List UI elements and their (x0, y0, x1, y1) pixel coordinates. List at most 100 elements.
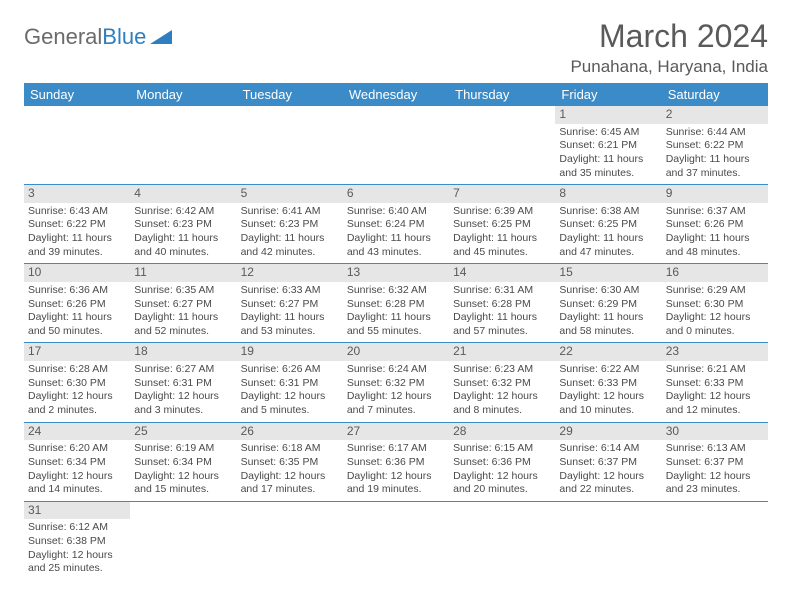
sunrise-line: Sunrise: 6:19 AM (134, 442, 232, 456)
day-number: 3 (24, 185, 130, 203)
day-number: 28 (449, 423, 555, 441)
calendar-cell (343, 106, 449, 185)
calendar-cell (237, 106, 343, 185)
sunrise-line: Sunrise: 6:20 AM (28, 442, 126, 456)
sunset-line: Sunset: 6:27 PM (134, 298, 232, 312)
sunset-line: Sunset: 6:36 PM (347, 456, 445, 470)
calendar-cell: 28Sunrise: 6:15 AMSunset: 6:36 PMDayligh… (449, 422, 555, 501)
day-number: 18 (130, 343, 236, 361)
day-number: 5 (237, 185, 343, 203)
calendar-week: 1Sunrise: 6:45 AMSunset: 6:21 PMDaylight… (24, 106, 768, 185)
sunrise-line: Sunrise: 6:44 AM (666, 126, 764, 140)
page-title: March 2024 (570, 18, 768, 55)
calendar-cell: 9Sunrise: 6:37 AMSunset: 6:26 PMDaylight… (662, 185, 768, 264)
sunset-line: Sunset: 6:28 PM (453, 298, 551, 312)
calendar-cell: 3Sunrise: 6:43 AMSunset: 6:22 PMDaylight… (24, 185, 130, 264)
header: GeneralBlue March 2024 Punahana, Haryana… (24, 18, 768, 77)
calendar-cell: 4Sunrise: 6:42 AMSunset: 6:23 PMDaylight… (130, 185, 236, 264)
daylight-line: Daylight: 11 hours and 50 minutes. (28, 311, 126, 338)
sunrise-line: Sunrise: 6:22 AM (559, 363, 657, 377)
calendar-cell: 31Sunrise: 6:12 AMSunset: 6:38 PMDayligh… (24, 501, 130, 580)
calendar-cell: 6Sunrise: 6:40 AMSunset: 6:24 PMDaylight… (343, 185, 449, 264)
calendar-cell (130, 501, 236, 580)
day-number: 8 (555, 185, 661, 203)
sunrise-line: Sunrise: 6:23 AM (453, 363, 551, 377)
calendar-cell: 25Sunrise: 6:19 AMSunset: 6:34 PMDayligh… (130, 422, 236, 501)
day-header: Tuesday (237, 83, 343, 106)
sunrise-line: Sunrise: 6:38 AM (559, 205, 657, 219)
calendar-cell (449, 106, 555, 185)
logo-text-1: General (24, 24, 102, 50)
sunrise-line: Sunrise: 6:37 AM (666, 205, 764, 219)
daylight-line: Daylight: 11 hours and 40 minutes. (134, 232, 232, 259)
calendar-week: 3Sunrise: 6:43 AMSunset: 6:22 PMDaylight… (24, 185, 768, 264)
day-header: Saturday (662, 83, 768, 106)
calendar-table: SundayMondayTuesdayWednesdayThursdayFrid… (24, 83, 768, 580)
day-number: 21 (449, 343, 555, 361)
sunset-line: Sunset: 6:34 PM (28, 456, 126, 470)
day-number: 15 (555, 264, 661, 282)
sunrise-line: Sunrise: 6:27 AM (134, 363, 232, 377)
sunrise-line: Sunrise: 6:26 AM (241, 363, 339, 377)
calendar-cell: 30Sunrise: 6:13 AMSunset: 6:37 PMDayligh… (662, 422, 768, 501)
sunrise-line: Sunrise: 6:45 AM (559, 126, 657, 140)
sunrise-line: Sunrise: 6:17 AM (347, 442, 445, 456)
sunset-line: Sunset: 6:27 PM (241, 298, 339, 312)
day-number: 12 (237, 264, 343, 282)
sunrise-line: Sunrise: 6:24 AM (347, 363, 445, 377)
sunrise-line: Sunrise: 6:21 AM (666, 363, 764, 377)
sunset-line: Sunset: 6:33 PM (559, 377, 657, 391)
daylight-line: Daylight: 11 hours and 55 minutes. (347, 311, 445, 338)
sunrise-line: Sunrise: 6:35 AM (134, 284, 232, 298)
daylight-line: Daylight: 12 hours and 25 minutes. (28, 549, 126, 576)
day-number: 1 (555, 106, 661, 124)
calendar-cell: 22Sunrise: 6:22 AMSunset: 6:33 PMDayligh… (555, 343, 661, 422)
daylight-line: Daylight: 11 hours and 48 minutes. (666, 232, 764, 259)
sunset-line: Sunset: 6:32 PM (347, 377, 445, 391)
logo: GeneralBlue (24, 18, 172, 50)
logo-text-2: Blue (102, 24, 146, 50)
day-header-row: SundayMondayTuesdayWednesdayThursdayFrid… (24, 83, 768, 106)
day-header: Thursday (449, 83, 555, 106)
calendar-cell: 10Sunrise: 6:36 AMSunset: 6:26 PMDayligh… (24, 264, 130, 343)
sunrise-line: Sunrise: 6:36 AM (28, 284, 126, 298)
sunset-line: Sunset: 6:31 PM (134, 377, 232, 391)
day-number: 26 (237, 423, 343, 441)
calendar-cell (449, 501, 555, 580)
sunset-line: Sunset: 6:22 PM (28, 218, 126, 232)
calendar-cell: 8Sunrise: 6:38 AMSunset: 6:25 PMDaylight… (555, 185, 661, 264)
calendar-cell: 7Sunrise: 6:39 AMSunset: 6:25 PMDaylight… (449, 185, 555, 264)
daylight-line: Daylight: 12 hours and 8 minutes. (453, 390, 551, 417)
calendar-cell (343, 501, 449, 580)
sunset-line: Sunset: 6:37 PM (666, 456, 764, 470)
calendar-cell: 24Sunrise: 6:20 AMSunset: 6:34 PMDayligh… (24, 422, 130, 501)
day-number: 19 (237, 343, 343, 361)
sunset-line: Sunset: 6:25 PM (559, 218, 657, 232)
day-number: 27 (343, 423, 449, 441)
sunrise-line: Sunrise: 6:32 AM (347, 284, 445, 298)
calendar-cell (555, 501, 661, 580)
calendar-cell: 2Sunrise: 6:44 AMSunset: 6:22 PMDaylight… (662, 106, 768, 185)
daylight-line: Daylight: 11 hours and 57 minutes. (453, 311, 551, 338)
sunset-line: Sunset: 6:32 PM (453, 377, 551, 391)
day-header: Wednesday (343, 83, 449, 106)
sunset-line: Sunset: 6:34 PM (134, 456, 232, 470)
daylight-line: Daylight: 12 hours and 12 minutes. (666, 390, 764, 417)
sunrise-line: Sunrise: 6:39 AM (453, 205, 551, 219)
calendar-cell (237, 501, 343, 580)
sunset-line: Sunset: 6:30 PM (28, 377, 126, 391)
daylight-line: Daylight: 11 hours and 37 minutes. (666, 153, 764, 180)
calendar-cell: 5Sunrise: 6:41 AMSunset: 6:23 PMDaylight… (237, 185, 343, 264)
day-number: 2 (662, 106, 768, 124)
sunset-line: Sunset: 6:31 PM (241, 377, 339, 391)
sunrise-line: Sunrise: 6:41 AM (241, 205, 339, 219)
daylight-line: Daylight: 12 hours and 5 minutes. (241, 390, 339, 417)
logo-triangle-icon (150, 30, 172, 44)
day-number: 23 (662, 343, 768, 361)
sunset-line: Sunset: 6:37 PM (559, 456, 657, 470)
sunset-line: Sunset: 6:25 PM (453, 218, 551, 232)
sunset-line: Sunset: 6:30 PM (666, 298, 764, 312)
daylight-line: Daylight: 12 hours and 15 minutes. (134, 470, 232, 497)
sunset-line: Sunset: 6:26 PM (28, 298, 126, 312)
calendar-week: 24Sunrise: 6:20 AMSunset: 6:34 PMDayligh… (24, 422, 768, 501)
